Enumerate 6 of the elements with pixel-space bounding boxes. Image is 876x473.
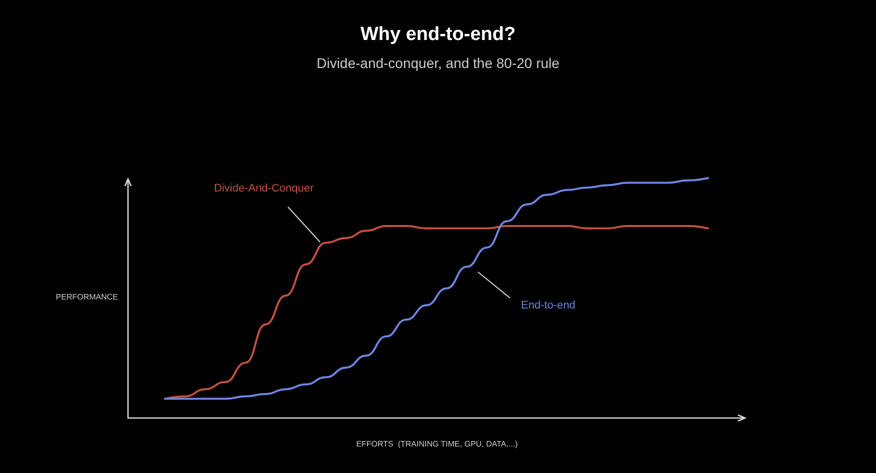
y-axis-title: PERFORMANCE — [56, 292, 118, 302]
chart-subtitle: Divide-and-conquer, and the 80-20 rule — [316, 55, 560, 71]
text: End-to-end — [521, 300, 576, 312]
text: Divide-And-Conquer — [214, 182, 314, 194]
chart-title: Why end-to-end? — [360, 24, 516, 45]
x-axis-title: EFFORTS (TRAINING TIME, GPU, DATA,...) — [356, 440, 518, 448]
